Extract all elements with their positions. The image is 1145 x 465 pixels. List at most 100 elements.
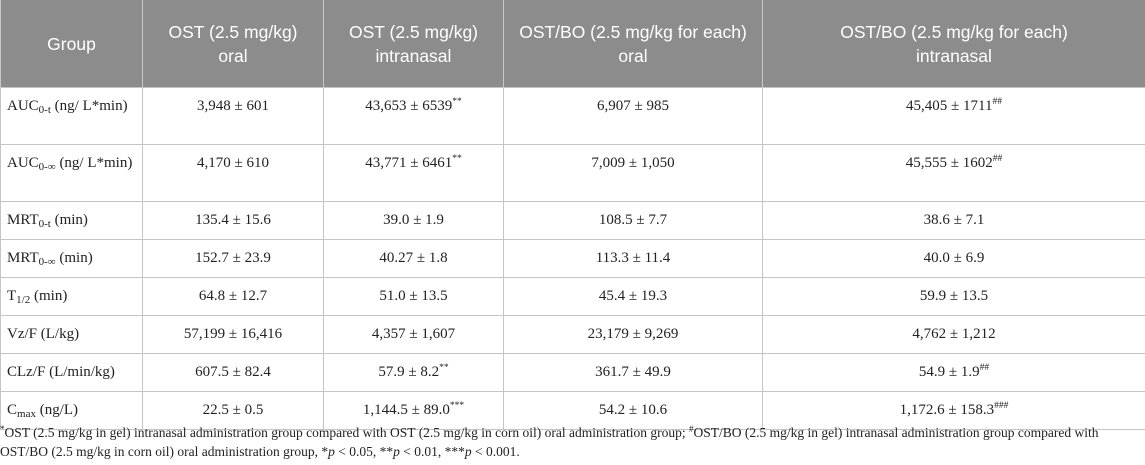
cell-value: 3,948 ± 601 [197, 98, 269, 114]
table-cell: 54.9 ± 1.9## [762, 353, 1145, 392]
cell-value: 4,170 ± 610 [197, 155, 269, 171]
cell-value: 152.7 ± 23.9 [195, 250, 271, 266]
table-row: AUC0-∞ (ng/ L*min) 4,170 ± 610 43,771 ± 64… [0, 144, 1145, 202]
cell-value: 40.27 ± 1.8 [379, 250, 448, 266]
row-label: AUC0-∞ (ng/ L*min) [0, 144, 143, 202]
row-label-main: MRT [7, 250, 39, 266]
footnote-text: OST/BO (2.5 mg/kg in gel) intranasal adm… [0, 425, 1099, 459]
row-label-main: AUC [7, 98, 39, 114]
cell-value: 108.5 ± 7.7 [598, 212, 668, 228]
row-label-main: CLz/F (L/min/kg) [7, 364, 115, 380]
table-cell: 4,357 ± 1,607 [323, 315, 504, 354]
row-label-sub: 0-∞ [38, 256, 56, 268]
table-row: T1/2 (min) 64.8 ± 12.7 51.0 ± 13.5 45.4 ± 1… [0, 277, 1145, 316]
cell-value: 1,172.6 ± 158.3 [899, 402, 995, 418]
table-cell: 64.8 ± 12.7 [142, 277, 324, 316]
footnote-text: < 0.001. [471, 444, 520, 459]
header-ost-intranasal: OST (2.5 mg/kg) intranasal [323, 0, 504, 88]
table-cell: 22.5 ± 0.5 [142, 391, 324, 430]
table-row: AUC0-t (ng/ L*min) 3,948 ± 601 43,653 ± 65… [0, 87, 1145, 145]
cell-value: 45,555 ± 1602 [905, 155, 993, 171]
table-row: MRT0-∞ (min) 152.7 ± 23.9 40.27 ± 1.8 113.3… [0, 239, 1145, 278]
header-line: OST (2.5 mg/kg) [168, 21, 298, 42]
significance-mark: ** [439, 363, 449, 373]
table-cell: 40.0 ± 6.9 [762, 239, 1145, 278]
table-cell: 57.9 ± 8.2** [323, 353, 504, 392]
table-header-row: Group OST (2.5 mg/kg) oral OST (2.5 mg/k… [0, 0, 1145, 88]
table-cell: 39.0 ± 1.9 [323, 201, 504, 240]
table-cell: 4,170 ± 610 [142, 144, 324, 202]
cell-value: 45.4 ± 19.3 [598, 288, 668, 304]
table-cell: 59.9 ± 13.5 [762, 277, 1145, 316]
footnote-p: p [464, 444, 472, 459]
row-label-main: Vz/F (L/kg) [7, 326, 80, 342]
footnote-text: OST (2.5 mg/kg in gel) intranasal admini… [4, 425, 690, 440]
cell-value: 22.5 ± 0.5 [202, 402, 264, 418]
cell-value: 6,907 ± 985 [597, 98, 669, 114]
row-label-main: C [7, 402, 18, 418]
row-label-sub: 0-∞ [38, 161, 56, 173]
table-cell: 1,172.6 ± 158.3### [762, 391, 1145, 430]
cell-value: 54.9 ± 1.9 [918, 364, 980, 380]
row-label-rest: (ng/ L*min) [50, 98, 128, 114]
row-label-sub: 1/2 [16, 294, 31, 306]
table-cell: 108.5 ± 7.7 [503, 201, 763, 240]
footnote-mark: # [689, 424, 694, 434]
header-route: intranasal [375, 45, 452, 66]
table-row: Cmax (ng/L) 22.5 ± 0.5 1,144.5 ± 89.0*** 54… [0, 391, 1145, 430]
table-cell: 45,555 ± 1602## [762, 144, 1145, 202]
footnote-p: p [393, 444, 400, 459]
header-line: OST (2.5 mg/kg) [348, 21, 479, 42]
cell-value: 40.0 ± 6.9 [923, 250, 985, 266]
header-ost-oral: OST (2.5 mg/kg) oral [142, 0, 324, 88]
row-label-main: T [7, 288, 17, 304]
header-line: Group [47, 33, 96, 54]
row-label: MRT0-t (min) [0, 201, 143, 240]
significance-mark: ** [452, 154, 462, 164]
cell-value: 51.0 ± 13.5 [379, 288, 448, 304]
cell-value: 57,199 ± 16,416 [183, 326, 283, 342]
significance-mark: ** [452, 97, 462, 107]
table-cell: 51.0 ± 13.5 [323, 277, 504, 316]
footnote-text: < 0.01, *** [399, 444, 465, 459]
header-line: OST/BO (2.5 mg/kg for each) [519, 21, 747, 42]
table-cell: 54.2 ± 10.6 [503, 391, 763, 430]
table-row: Vz/F (L/kg) 57,199 ± 16,416 4,357 ± 1,607 2… [0, 315, 1145, 354]
row-label: Cmax (ng/L) [0, 391, 143, 430]
footnote-mark: * [0, 424, 5, 434]
table-cell: 607.5 ± 82.4 [142, 353, 324, 392]
table-cell: 152.7 ± 23.9 [142, 239, 324, 278]
row-label-sub: 0-t [38, 104, 51, 116]
cell-value: 43,771 ± 6461 [365, 155, 453, 171]
table-cell: 23,179 ± 9,269 [503, 315, 763, 354]
cell-value: 4,357 ± 1,607 [371, 326, 456, 342]
table-cell: 1,144.5 ± 89.0*** [323, 391, 504, 430]
table-cell: 3,948 ± 601 [142, 87, 324, 145]
cell-value: 113.3 ± 11.4 [595, 250, 671, 266]
row-label-sub: max [17, 408, 36, 420]
cell-value: 57.9 ± 8.2 [378, 364, 440, 380]
row-label: MRT0-∞ (min) [0, 239, 143, 278]
row-label-sub: 0-t [38, 218, 51, 230]
header-ostbo-intranasal: OST/BO (2.5 mg/kg for each) intranasal [762, 0, 1145, 88]
table-cell: 57,199 ± 16,416 [142, 315, 324, 354]
cell-value: 4,762 ± 1,212 [912, 326, 996, 342]
cell-value: 7,009 ± 1,050 [591, 155, 675, 171]
cell-value: 45,405 ± 1711 [906, 98, 993, 114]
significance-mark: ## [979, 363, 990, 373]
significance-mark: ## [992, 154, 1003, 164]
table-row: MRT0-t (min) 135.4 ± 15.6 39.0 ± 1.9 108.5 … [0, 201, 1145, 240]
table-cell: 361.7 ± 49.9 [503, 353, 763, 392]
cell-value: 43,653 ± 6539 [365, 98, 453, 114]
cell-value: 607.5 ± 82.4 [195, 364, 271, 380]
table-row: CLz/F (L/min/kg) 607.5 ± 82.4 57.9 ± 8.2**… [0, 353, 1145, 392]
cell-value: 23,179 ± 9,269 [587, 326, 679, 342]
table-cell: 6,907 ± 985 [503, 87, 763, 145]
cell-value: 361.7 ± 49.9 [595, 364, 671, 380]
significance-mark: ## [992, 97, 1002, 107]
cell-value: 54.2 ± 10.6 [598, 402, 668, 418]
row-label: AUC0-t (ng/ L*min) [0, 87, 143, 145]
table-cell: 38.6 ± 7.1 [762, 201, 1145, 240]
significance-mark: *** [449, 401, 465, 411]
header-route: oral [218, 45, 248, 66]
